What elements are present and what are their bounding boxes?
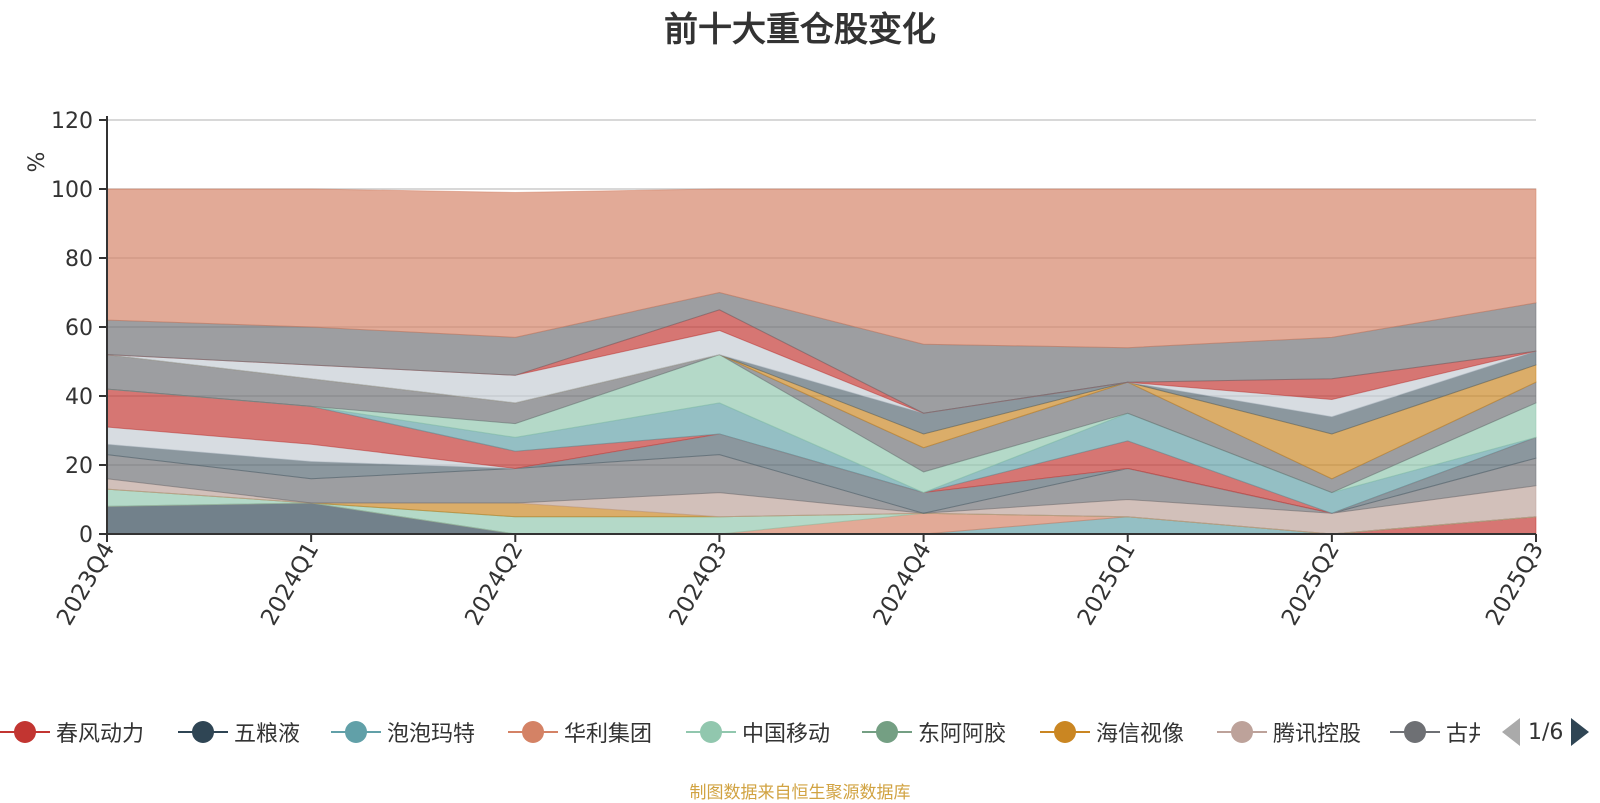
legend-marker-icon: [508, 721, 558, 743]
legend-item[interactable]: 华利集团: [508, 710, 652, 754]
x-tick-label: 2024Q1: [256, 538, 324, 630]
legend-label: 泡泡玛特: [387, 722, 476, 747]
legend-marker-icon: [331, 721, 381, 743]
area-series: [106, 188, 1537, 535]
legend-item[interactable]: 五粮液: [178, 710, 300, 754]
legend-item[interactable]: 古井贡酒: [1390, 710, 1480, 754]
prev-page-icon[interactable]: [1500, 716, 1522, 748]
y-tick-label: 40: [65, 385, 93, 410]
area-21: [106, 188, 1537, 349]
legend-item[interactable]: 中国移动: [686, 710, 830, 754]
legend-marker-icon: [1390, 721, 1440, 743]
legend-item[interactable]: 东阿阿胶: [862, 710, 1006, 754]
y-tick-label: 20: [65, 454, 93, 479]
legend-item[interactable]: 海信视像: [1040, 710, 1184, 754]
y-tick-label: 120: [51, 109, 93, 134]
y-tick-label: 60: [65, 316, 93, 341]
x-tick-label: 2024Q3: [664, 538, 732, 630]
x-tick-label: 2024Q2: [460, 538, 528, 630]
legend-marker-icon: [862, 721, 912, 743]
x-tick-label: 2025Q2: [1277, 538, 1345, 630]
legend-label: 五粮液: [234, 722, 301, 747]
legend-marker-icon: [1217, 721, 1267, 743]
legend-pager: 1/6: [1500, 710, 1600, 754]
legend-marker-icon: [686, 721, 736, 743]
data-source-note: 制图数据来自恒生聚源数据库: [689, 783, 911, 803]
legend-label: 中国移动: [742, 722, 831, 747]
legend-marker-icon: [0, 721, 50, 743]
legend-label: 古井贡酒: [1446, 722, 1480, 747]
legend-item[interactable]: 春风动力: [0, 710, 144, 754]
legend-marker-icon: [1040, 721, 1090, 743]
x-tick-label: 2025Q1: [1073, 538, 1141, 630]
x-tick-label: 2024Q4: [869, 538, 937, 630]
y-axis-label: %: [25, 152, 50, 173]
legend-label: 海信视像: [1096, 722, 1185, 747]
legend-item[interactable]: 泡泡玛特: [331, 710, 475, 754]
y-tick-label: 0: [79, 523, 93, 548]
legend-label: 华利集团: [564, 722, 653, 747]
chart-title: 前十大重仓股变化: [664, 10, 936, 50]
legend-item[interactable]: 腾讯控股: [1217, 710, 1361, 754]
legend-marker-icon: [178, 721, 228, 743]
next-page-icon[interactable]: [1569, 716, 1591, 748]
x-tick-label: 2025Q3: [1481, 538, 1549, 630]
legend-label: 腾讯控股: [1273, 722, 1362, 747]
legend-label: 春风动力: [56, 722, 145, 747]
legend-page-indicator: 1/6: [1528, 719, 1564, 745]
y-tick-label: 100: [51, 178, 93, 203]
legend: 春风动力 五粮液 泡泡玛特 华利集团 中国移动 东阿阿胶 海信视像 腾讯控股 古井贡酒 1/6: [0, 710, 1600, 754]
legend-label: 东阿阿胶: [918, 722, 1007, 747]
y-tick-label: 80: [65, 247, 93, 272]
legend-items: 春风动力 五粮液 泡泡玛特 华利集团 中国移动 东阿阿胶 海信视像 腾讯控股 古井贡酒: [0, 710, 1480, 754]
x-tick-label: 2023Q4: [52, 538, 120, 630]
